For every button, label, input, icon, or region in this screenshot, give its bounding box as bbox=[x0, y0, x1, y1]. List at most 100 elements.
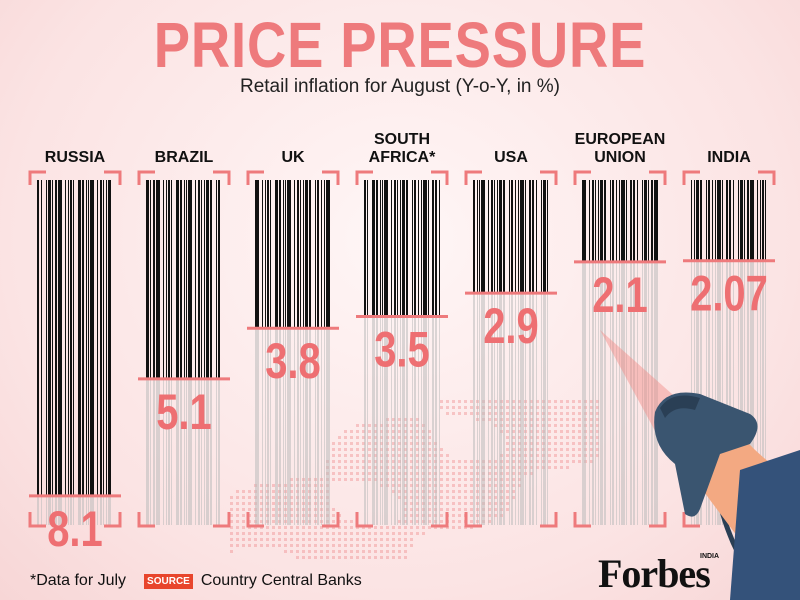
map-dot bbox=[242, 544, 245, 547]
map-dot bbox=[368, 556, 371, 559]
barcode-stripe-faded bbox=[610, 261, 611, 525]
bracket bbox=[573, 512, 591, 528]
map-dot bbox=[332, 520, 335, 523]
map-dot bbox=[314, 532, 317, 535]
map-dot bbox=[572, 448, 575, 451]
map-dot bbox=[398, 538, 401, 541]
barcode-stripe-faded bbox=[156, 378, 160, 525]
barcode-stripe bbox=[186, 180, 187, 379]
map-dot bbox=[398, 496, 401, 499]
barcode-stripe bbox=[582, 180, 586, 262]
barcode-stripe bbox=[88, 180, 89, 496]
map-dot bbox=[344, 454, 347, 457]
map-dot bbox=[338, 550, 341, 553]
map-dot bbox=[392, 550, 395, 553]
barcode-stripe bbox=[750, 180, 754, 261]
map-dot bbox=[494, 424, 497, 427]
map-dot bbox=[404, 448, 407, 451]
map-dot bbox=[410, 460, 413, 463]
map-dot bbox=[380, 544, 383, 547]
map-dot bbox=[356, 472, 359, 475]
map-dot bbox=[506, 490, 509, 493]
map-dot bbox=[554, 418, 557, 421]
bracket bbox=[682, 170, 700, 185]
map-dot bbox=[380, 472, 383, 475]
bracket bbox=[540, 512, 558, 528]
map-dot bbox=[350, 460, 353, 463]
map-dot bbox=[590, 418, 593, 421]
barcode-stripe-faded bbox=[184, 378, 185, 525]
barcode-stripe bbox=[279, 180, 281, 329]
barcode-stripe bbox=[729, 180, 731, 261]
barcode-stripe-faded bbox=[255, 328, 259, 525]
map-dot bbox=[506, 466, 509, 469]
map-dot bbox=[410, 436, 413, 439]
bracket bbox=[137, 170, 155, 185]
bracket bbox=[322, 512, 340, 528]
map-dot bbox=[260, 502, 263, 505]
map-dot bbox=[578, 460, 581, 463]
map-dot bbox=[440, 466, 443, 469]
map-dot bbox=[380, 484, 383, 487]
map-dot bbox=[512, 418, 515, 421]
bracket bbox=[104, 170, 122, 185]
barcode-stripe-faded bbox=[201, 378, 202, 525]
map-dot bbox=[512, 466, 515, 469]
barcode-stripe-faded bbox=[477, 293, 478, 525]
map-dot bbox=[380, 430, 383, 433]
bracket bbox=[246, 170, 264, 185]
map-dot bbox=[536, 460, 539, 463]
barcode-stripe-faded bbox=[499, 293, 502, 525]
barcode-stripe-faded bbox=[740, 260, 743, 525]
barcode-stripe-faded bbox=[515, 293, 516, 525]
map-dot bbox=[458, 466, 461, 469]
map-dot bbox=[428, 466, 431, 469]
barcode-stripe bbox=[48, 180, 51, 496]
map-dot bbox=[428, 514, 431, 517]
barcode-stripe-faded bbox=[765, 260, 766, 525]
barcode-stripe bbox=[497, 180, 498, 294]
barcode-stripe-faded bbox=[582, 261, 586, 525]
barcode-stripe bbox=[321, 180, 322, 329]
map-dot bbox=[398, 490, 401, 493]
barcode-stripe bbox=[382, 180, 383, 317]
map-dot bbox=[596, 448, 599, 451]
barcode-stripe bbox=[610, 180, 611, 262]
barcode-stripe bbox=[637, 180, 638, 262]
map-dot bbox=[404, 526, 407, 529]
barcode-stripe bbox=[644, 180, 647, 262]
map-dot bbox=[272, 508, 275, 511]
map-dot bbox=[230, 514, 233, 517]
map-dot bbox=[296, 556, 299, 559]
map-dot bbox=[362, 424, 365, 427]
map-dot bbox=[356, 436, 359, 439]
barcode-stripe-faded bbox=[757, 260, 758, 525]
map-dot bbox=[530, 454, 533, 457]
map-dot bbox=[266, 544, 269, 547]
map-dot bbox=[572, 400, 575, 403]
map-dot bbox=[506, 454, 509, 457]
map-dot bbox=[512, 412, 515, 415]
map-dot bbox=[488, 466, 491, 469]
map-dot bbox=[560, 460, 563, 463]
map-dot bbox=[548, 460, 551, 463]
map-dot bbox=[566, 406, 569, 409]
map-dot bbox=[458, 406, 461, 409]
map-dot bbox=[560, 448, 563, 451]
map-dot bbox=[398, 472, 401, 475]
map-dot bbox=[230, 544, 233, 547]
map-dot bbox=[458, 478, 461, 481]
map-dot bbox=[410, 538, 413, 541]
barcode-stripe bbox=[184, 180, 185, 379]
barcode-stripe bbox=[103, 180, 104, 496]
map-dot bbox=[374, 472, 377, 475]
map-dot bbox=[572, 442, 575, 445]
map-dot bbox=[380, 538, 383, 541]
map-dot bbox=[410, 454, 413, 457]
barcode-stripe bbox=[216, 180, 217, 379]
map-dot bbox=[428, 454, 431, 457]
map-dot bbox=[356, 424, 359, 427]
barcode-stripe-faded bbox=[595, 261, 596, 525]
map-dot bbox=[596, 436, 599, 439]
map-dot bbox=[404, 460, 407, 463]
